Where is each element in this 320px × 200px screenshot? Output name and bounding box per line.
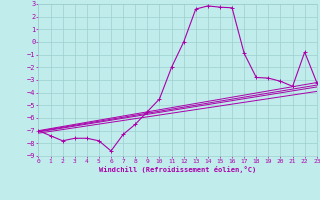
X-axis label: Windchill (Refroidissement éolien,°C): Windchill (Refroidissement éolien,°C) [99, 166, 256, 173]
